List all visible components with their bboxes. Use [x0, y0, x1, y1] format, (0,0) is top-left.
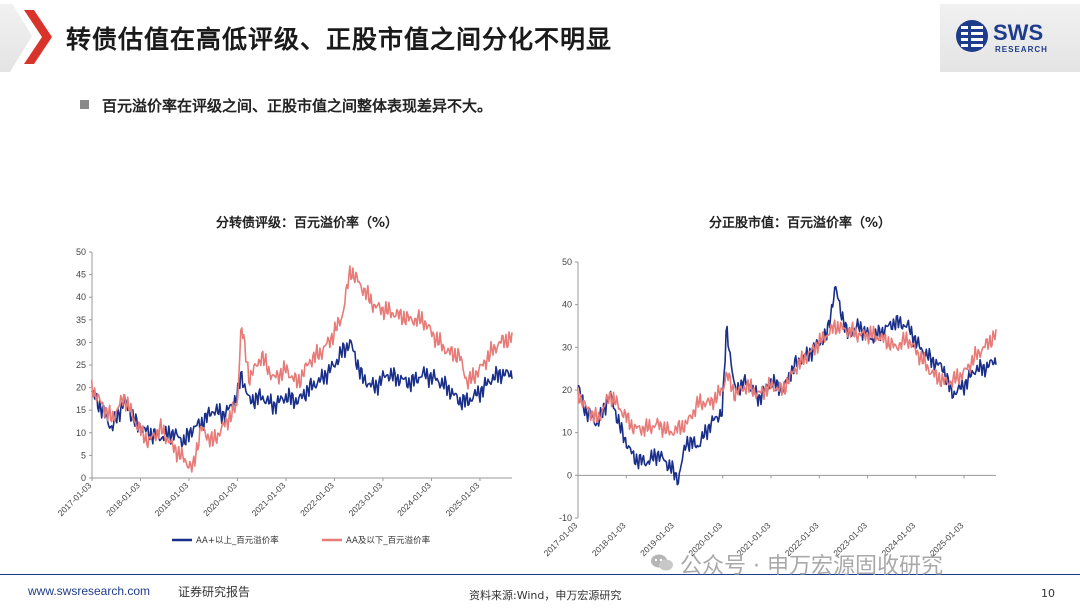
- y-tick-label: 45: [76, 270, 86, 280]
- legend-label-2: AA及以下_百元溢价率: [346, 535, 431, 546]
- y-tick-label: 0: [81, 473, 86, 483]
- x-tick-label: 2025-01-03: [444, 480, 482, 518]
- logo-text: SWS: [993, 20, 1044, 45]
- red-chevron-icon: [24, 10, 52, 64]
- bullet-text: 百元溢价率在评级之间、正股市值之间整体表现差异不大。: [102, 97, 493, 115]
- footer-url-link[interactable]: www.swsresearch.com: [28, 584, 151, 598]
- y-tick-label: 25: [76, 360, 86, 370]
- y-tick-label: 15: [76, 405, 86, 415]
- y-tick-label: 30: [76, 337, 86, 347]
- y-tick-label: 20: [76, 383, 86, 393]
- x-tick-label: 2024-01-03: [395, 480, 433, 518]
- y-tick-label: 5: [81, 450, 86, 460]
- y-tick-label: 20: [562, 385, 572, 395]
- series-line-2: [90, 265, 513, 473]
- chart1-title: 分转债评级：百元溢价率（%）: [216, 216, 399, 231]
- y-tick-label: -10: [559, 513, 572, 523]
- x-tick-label: 2019-01-03: [153, 480, 191, 518]
- footer-source: 资料来源:Wind，申万宏源研究: [469, 589, 622, 602]
- series-line-1: [91, 339, 513, 448]
- y-tick-label: 40: [562, 300, 572, 310]
- wechat-icon: [651, 554, 673, 571]
- y-tick-label: 50: [76, 247, 86, 257]
- header-band: [10, 0, 940, 72]
- x-tick-label: 2020-01-03: [201, 480, 239, 518]
- y-tick-label: 10: [76, 428, 86, 438]
- x-tick-label: 2022-01-03: [298, 480, 336, 518]
- y-tick-label: 0: [567, 470, 572, 480]
- page-number: 10: [1041, 587, 1055, 600]
- x-tick-label: 2017-01-03: [56, 480, 94, 518]
- x-tick-label: 2017-01-03: [542, 520, 580, 558]
- footer-report-label: 证券研究报告: [178, 585, 251, 599]
- chart-rating: 0 5 10 15 20 25 30 35 40 45 50 2017-01-03 2018-01-03…: [56, 247, 513, 546]
- y-tick-label: 30: [562, 342, 572, 352]
- chart2-title: 分正股市值：百元溢价率（%）: [709, 216, 892, 231]
- bullet-icon: [80, 100, 89, 109]
- x-tick-label: 2018-01-03: [104, 480, 142, 518]
- logo-subtext: RESEARCH: [995, 45, 1048, 54]
- y-tick-label: 50: [562, 257, 572, 267]
- x-tick-label: 2023-01-03: [347, 480, 385, 518]
- sws-logo-icon: [956, 20, 988, 52]
- page-title: 转债估值在高低评级、正股市值之间分化不明显: [66, 25, 613, 54]
- x-tick-label: 2021-01-03: [250, 480, 288, 518]
- y-tick-label: 10: [562, 428, 572, 438]
- series-line-2: [576, 319, 997, 438]
- footer-divider: [0, 574, 1080, 575]
- watermark-text: 公众号 · 申万宏源固收研究: [680, 554, 943, 579]
- sws-logo: SWS RESEARCH: [955, 16, 1065, 60]
- y-tick-label: 35: [76, 315, 86, 325]
- legend-label-1: AA+以上_百元溢价率: [196, 535, 279, 546]
- x-tick-label: 2018-01-03: [590, 520, 628, 558]
- y-tick-label: 40: [76, 292, 86, 302]
